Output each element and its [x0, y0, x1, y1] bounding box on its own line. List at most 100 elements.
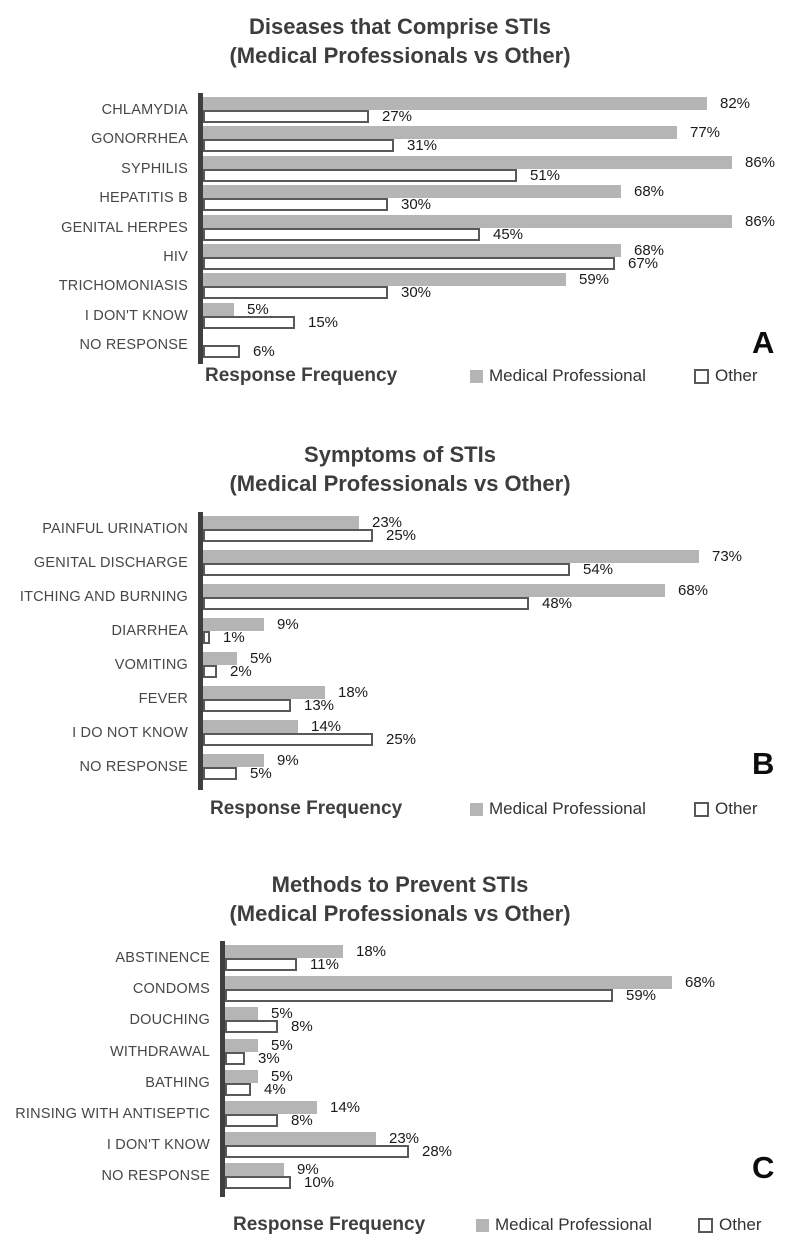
bar-other [203, 733, 373, 746]
category-label: GONORRHEA [91, 131, 188, 148]
category-label: WITHDRAWAL [109, 1043, 210, 1060]
other-swatch-icon [694, 801, 709, 817]
value-label: 5% [271, 1005, 293, 1023]
category-label: SYPHILIS [121, 160, 188, 177]
category-label: DOUCHING [129, 1012, 210, 1029]
value-label: 6% [253, 343, 275, 361]
value-label: 23% [389, 1130, 420, 1148]
bar-other [203, 665, 217, 678]
panel-a-xaxis-label: Response Frequency [205, 365, 398, 386]
category-label: TRICHOMONIASIS [58, 278, 188, 295]
value-label: 18% [338, 684, 369, 701]
value-label: 68% [634, 242, 665, 259]
value-label: 5% [247, 300, 269, 318]
value-label: 77% [690, 124, 721, 142]
value-label: 9% [277, 616, 299, 633]
bar-other [203, 767, 237, 780]
y-axis-line [198, 512, 203, 790]
panel-a: Diseases that Comprise STIs (Medical Pro… [0, 0, 800, 428]
panel-b-title-line2: (Medical Professionals vs Other) [229, 471, 571, 496]
value-label: 5% [271, 1036, 293, 1054]
panel-c-legend-other-label: Other [719, 1215, 762, 1234]
panel-c-letter: C [752, 1150, 775, 1185]
value-label: 28% [422, 1143, 453, 1161]
value-label: 54% [583, 561, 614, 578]
panel-a-title-line1: Diseases that Comprise STIs [248, 14, 551, 39]
panel-c-title: Methods to Prevent STIs (Medical Profess… [0, 870, 800, 928]
bar-medical-professional [203, 302, 234, 316]
category-label: I DON'T KNOW [106, 1137, 210, 1154]
bar-medical-professional [225, 976, 672, 990]
panel-b-legend-medical-label: Medical Professional [489, 799, 646, 818]
bar-medical-professional [203, 97, 707, 110]
panel-c-legend-other: Other [698, 1215, 762, 1235]
medical-professional-swatch-icon [476, 1218, 489, 1232]
panel-a-legend-other: Other [694, 366, 758, 386]
other-swatch-icon [698, 1217, 713, 1233]
bar-medical-professional [225, 1038, 258, 1052]
bar-other [203, 315, 295, 329]
value-label: 67% [628, 255, 659, 272]
value-label: 11% [310, 956, 339, 973]
value-label: 15% [308, 313, 339, 331]
panel-a-legend-medical-label: Medical Professional [489, 366, 646, 385]
panel-b-xaxis-label: Response Frequency [210, 798, 403, 819]
value-label: 2% [230, 663, 252, 680]
category-label: NO RESPONSE [79, 759, 188, 775]
panel-b-legend-other-label: Other [715, 799, 758, 818]
value-label: 30% [401, 196, 432, 214]
panel-c-xaxis-label: Response Frequency [233, 1214, 426, 1235]
value-label: 5% [250, 765, 272, 782]
value-label: 86% [745, 153, 776, 171]
panel-a-legend-medical: Medical Professional [470, 366, 646, 386]
category-label: CHLAMYDIA [101, 102, 188, 118]
value-label: 30% [401, 284, 432, 302]
bar-other [203, 345, 240, 359]
value-label: 48% [542, 595, 573, 612]
bar-other [203, 631, 210, 644]
value-label: 73% [712, 548, 743, 565]
category-label: FEVER [138, 691, 188, 707]
bar-medical-professional [203, 686, 325, 699]
value-label: 68% [634, 183, 665, 201]
value-label: 27% [382, 108, 413, 125]
value-label: 5% [250, 650, 272, 667]
bar-other [225, 1176, 291, 1190]
bar-medical-professional [203, 155, 732, 169]
bar-other [203, 597, 529, 610]
bar-other [203, 139, 394, 153]
panel-c-title-line2: (Medical Professionals vs Other) [229, 901, 571, 926]
panel-b-legend-other: Other [694, 799, 758, 819]
bar-other [203, 286, 388, 300]
category-label: PAINFUL URINATION [42, 521, 188, 537]
bar-medical-professional [203, 754, 264, 767]
bar-medical-professional [225, 1163, 284, 1177]
value-label: 25% [386, 527, 417, 544]
bar-medical-professional [203, 550, 699, 563]
category-label: I DON'T KNOW [84, 307, 188, 324]
bar-medical-professional [203, 214, 732, 228]
category-label: ITCHING AND BURNING [19, 589, 188, 605]
value-label: 9% [297, 1161, 319, 1179]
value-label: 10% [304, 1174, 335, 1192]
bar-other [203, 168, 517, 182]
panel-a-title-line2: (Medical Professionals vs Other) [229, 43, 571, 68]
category-label: VOMITING [114, 657, 188, 673]
category-label: GENITAL DISCHARGE [33, 555, 188, 571]
panel-b-legend-medical: Medical Professional [470, 799, 646, 819]
category-label: NO RESPONSE [101, 1168, 210, 1185]
panel-c: Methods to Prevent STIs (Medical Profess… [0, 858, 800, 1252]
panel-c-legend-medical-label: Medical Professional [495, 1215, 652, 1234]
bar-other [203, 110, 369, 123]
bar-medical-professional [203, 652, 237, 665]
bar-medical-professional [203, 618, 264, 631]
value-label: 18% [356, 943, 387, 960]
panel-a-title: Diseases that Comprise STIs (Medical Pro… [0, 12, 800, 70]
bar-medical-professional [203, 516, 359, 529]
panel-c-legend-medical: Medical Professional [476, 1215, 652, 1235]
value-label: 9% [277, 752, 299, 769]
bar-other [225, 1020, 278, 1034]
value-label: 4% [264, 1080, 286, 1098]
value-label: 86% [745, 212, 776, 230]
category-label: NO RESPONSE [79, 337, 188, 354]
